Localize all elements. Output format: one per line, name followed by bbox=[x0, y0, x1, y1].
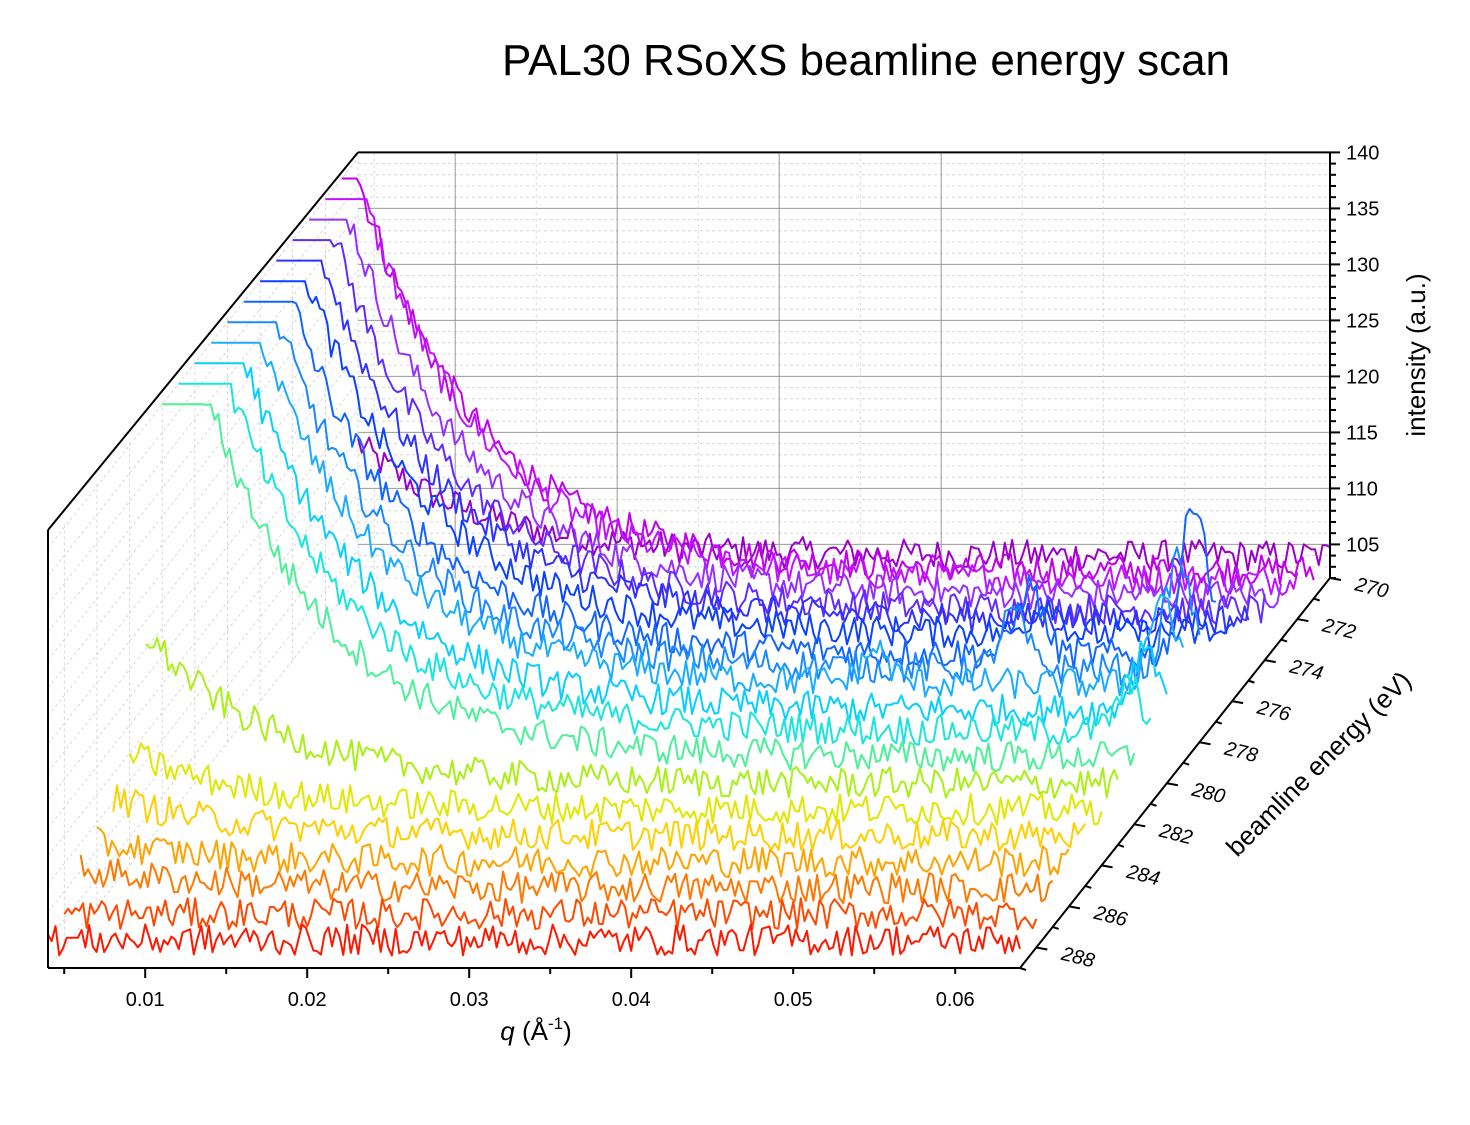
y-tick-mark bbox=[1313, 597, 1321, 602]
side-grid-line bbox=[47, 213, 359, 605]
x-axis-label-unit: (Å bbox=[515, 1016, 549, 1046]
x-axis-label: q (Å-1) bbox=[500, 1014, 572, 1046]
y-tick-label: 280 bbox=[1189, 779, 1228, 809]
y-tick-mark bbox=[1215, 720, 1223, 725]
side-grid-line bbox=[47, 437, 359, 829]
y-tick-label: 270 bbox=[1352, 573, 1391, 603]
y-tick-mark bbox=[1084, 884, 1092, 889]
y-tick-mark bbox=[1101, 864, 1113, 869]
y-tick-label: 286 bbox=[1091, 902, 1131, 932]
series-line bbox=[128, 742, 1103, 826]
series-line bbox=[63, 897, 1038, 931]
series-line bbox=[211, 341, 1185, 700]
series-line bbox=[112, 784, 1087, 852]
y-tick-label: 274 bbox=[1287, 655, 1326, 685]
side-grid-line bbox=[47, 409, 359, 801]
y-tick-mark bbox=[1199, 741, 1211, 746]
side-grid-line bbox=[47, 269, 359, 661]
y-tick-mark bbox=[1134, 823, 1146, 828]
series-line bbox=[309, 218, 1283, 611]
y-tick-mark bbox=[1150, 802, 1157, 807]
series-line bbox=[194, 362, 1168, 727]
series-line bbox=[243, 300, 1217, 670]
series-line bbox=[162, 403, 1136, 773]
side-grid-line bbox=[47, 577, 359, 969]
x-axis-label-var: q bbox=[500, 1016, 515, 1046]
side-grid-line bbox=[47, 353, 359, 745]
side-grid-line bbox=[47, 465, 359, 857]
series-line bbox=[276, 259, 1250, 635]
z-tick-label: 115 bbox=[1346, 422, 1378, 444]
series-line bbox=[79, 854, 1054, 905]
back-wall-grid bbox=[358, 151, 1330, 579]
x-axis-ticks: 0.01 0.02 0.03 0.04 0.05 0.06 bbox=[63, 968, 975, 1011]
y-tick-label: 284 bbox=[1123, 861, 1162, 891]
y-axis-line bbox=[1019, 577, 1331, 969]
y-tick-mark bbox=[1166, 782, 1179, 787]
y-tick-mark bbox=[1264, 659, 1276, 664]
y-tick-mark bbox=[1248, 679, 1255, 684]
series-line bbox=[178, 382, 1152, 746]
z-tick-label: 105 bbox=[1346, 534, 1379, 556]
x-tick-label: 0.01 bbox=[126, 989, 165, 1011]
series-line bbox=[325, 198, 1299, 596]
left-top-edge-line bbox=[47, 151, 359, 531]
x-axis-label-exp: -1 bbox=[548, 1014, 563, 1033]
z-axis-label: intensity (a.u.) bbox=[1401, 273, 1431, 436]
chart-title: PAL30 RSoXS beamline energy scan bbox=[502, 36, 1230, 85]
side-grid-line bbox=[47, 297, 359, 689]
series-layer bbox=[47, 177, 1331, 957]
y-tick-mark bbox=[1231, 700, 1244, 705]
x-tick-label: 0.04 bbox=[612, 989, 651, 1011]
y-tick-label: 272 bbox=[1319, 614, 1358, 644]
side-grid-line bbox=[47, 493, 359, 885]
x-tick-label: 0.06 bbox=[936, 989, 975, 1011]
side-grid-line bbox=[47, 381, 359, 773]
series-line bbox=[357, 436, 1331, 572]
side-grid-line bbox=[47, 241, 359, 633]
x-tick-label: 0.02 bbox=[288, 989, 327, 1011]
z-tick-label: 125 bbox=[1346, 310, 1379, 332]
series-line bbox=[227, 321, 1201, 686]
y-tick-mark bbox=[1068, 905, 1081, 910]
y-tick-mark bbox=[1182, 761, 1190, 766]
series-line bbox=[145, 636, 1119, 799]
y-tick-mark bbox=[1052, 925, 1059, 930]
z-tick-label: 135 bbox=[1346, 198, 1379, 220]
series-line bbox=[260, 280, 1233, 650]
y-tick-mark bbox=[1019, 967, 1027, 971]
x-tick-label: 0.03 bbox=[450, 989, 489, 1011]
side-grid-line bbox=[47, 521, 359, 913]
side-grid-line bbox=[47, 157, 359, 549]
side-grid-line bbox=[47, 185, 359, 577]
z-tick-label: 140 bbox=[1346, 142, 1379, 164]
series-line bbox=[292, 239, 1266, 626]
y-tick-label: 276 bbox=[1254, 696, 1294, 726]
y-tick-label: 278 bbox=[1221, 737, 1260, 767]
y-tick-label: 288 bbox=[1058, 943, 1097, 973]
z-tick-label: 110 bbox=[1346, 478, 1378, 500]
y-tick-label: 282 bbox=[1156, 820, 1195, 850]
z-axis-ticks: 105 110 115 120 125 130 135 140 bbox=[1330, 142, 1379, 579]
series-line bbox=[47, 923, 1021, 957]
y-tick-mark bbox=[1280, 638, 1288, 643]
series-line bbox=[96, 826, 1070, 879]
side-grid-line bbox=[47, 549, 359, 941]
x-tick-label: 0.05 bbox=[774, 989, 813, 1011]
z-tick-label: 130 bbox=[1346, 254, 1379, 276]
z-tick-label: 120 bbox=[1346, 366, 1379, 388]
y-tick-mark bbox=[1297, 618, 1309, 623]
y-tick-mark bbox=[1036, 946, 1048, 951]
y-tick-mark bbox=[1117, 843, 1125, 848]
x-axis-label-close: ) bbox=[563, 1016, 572, 1046]
